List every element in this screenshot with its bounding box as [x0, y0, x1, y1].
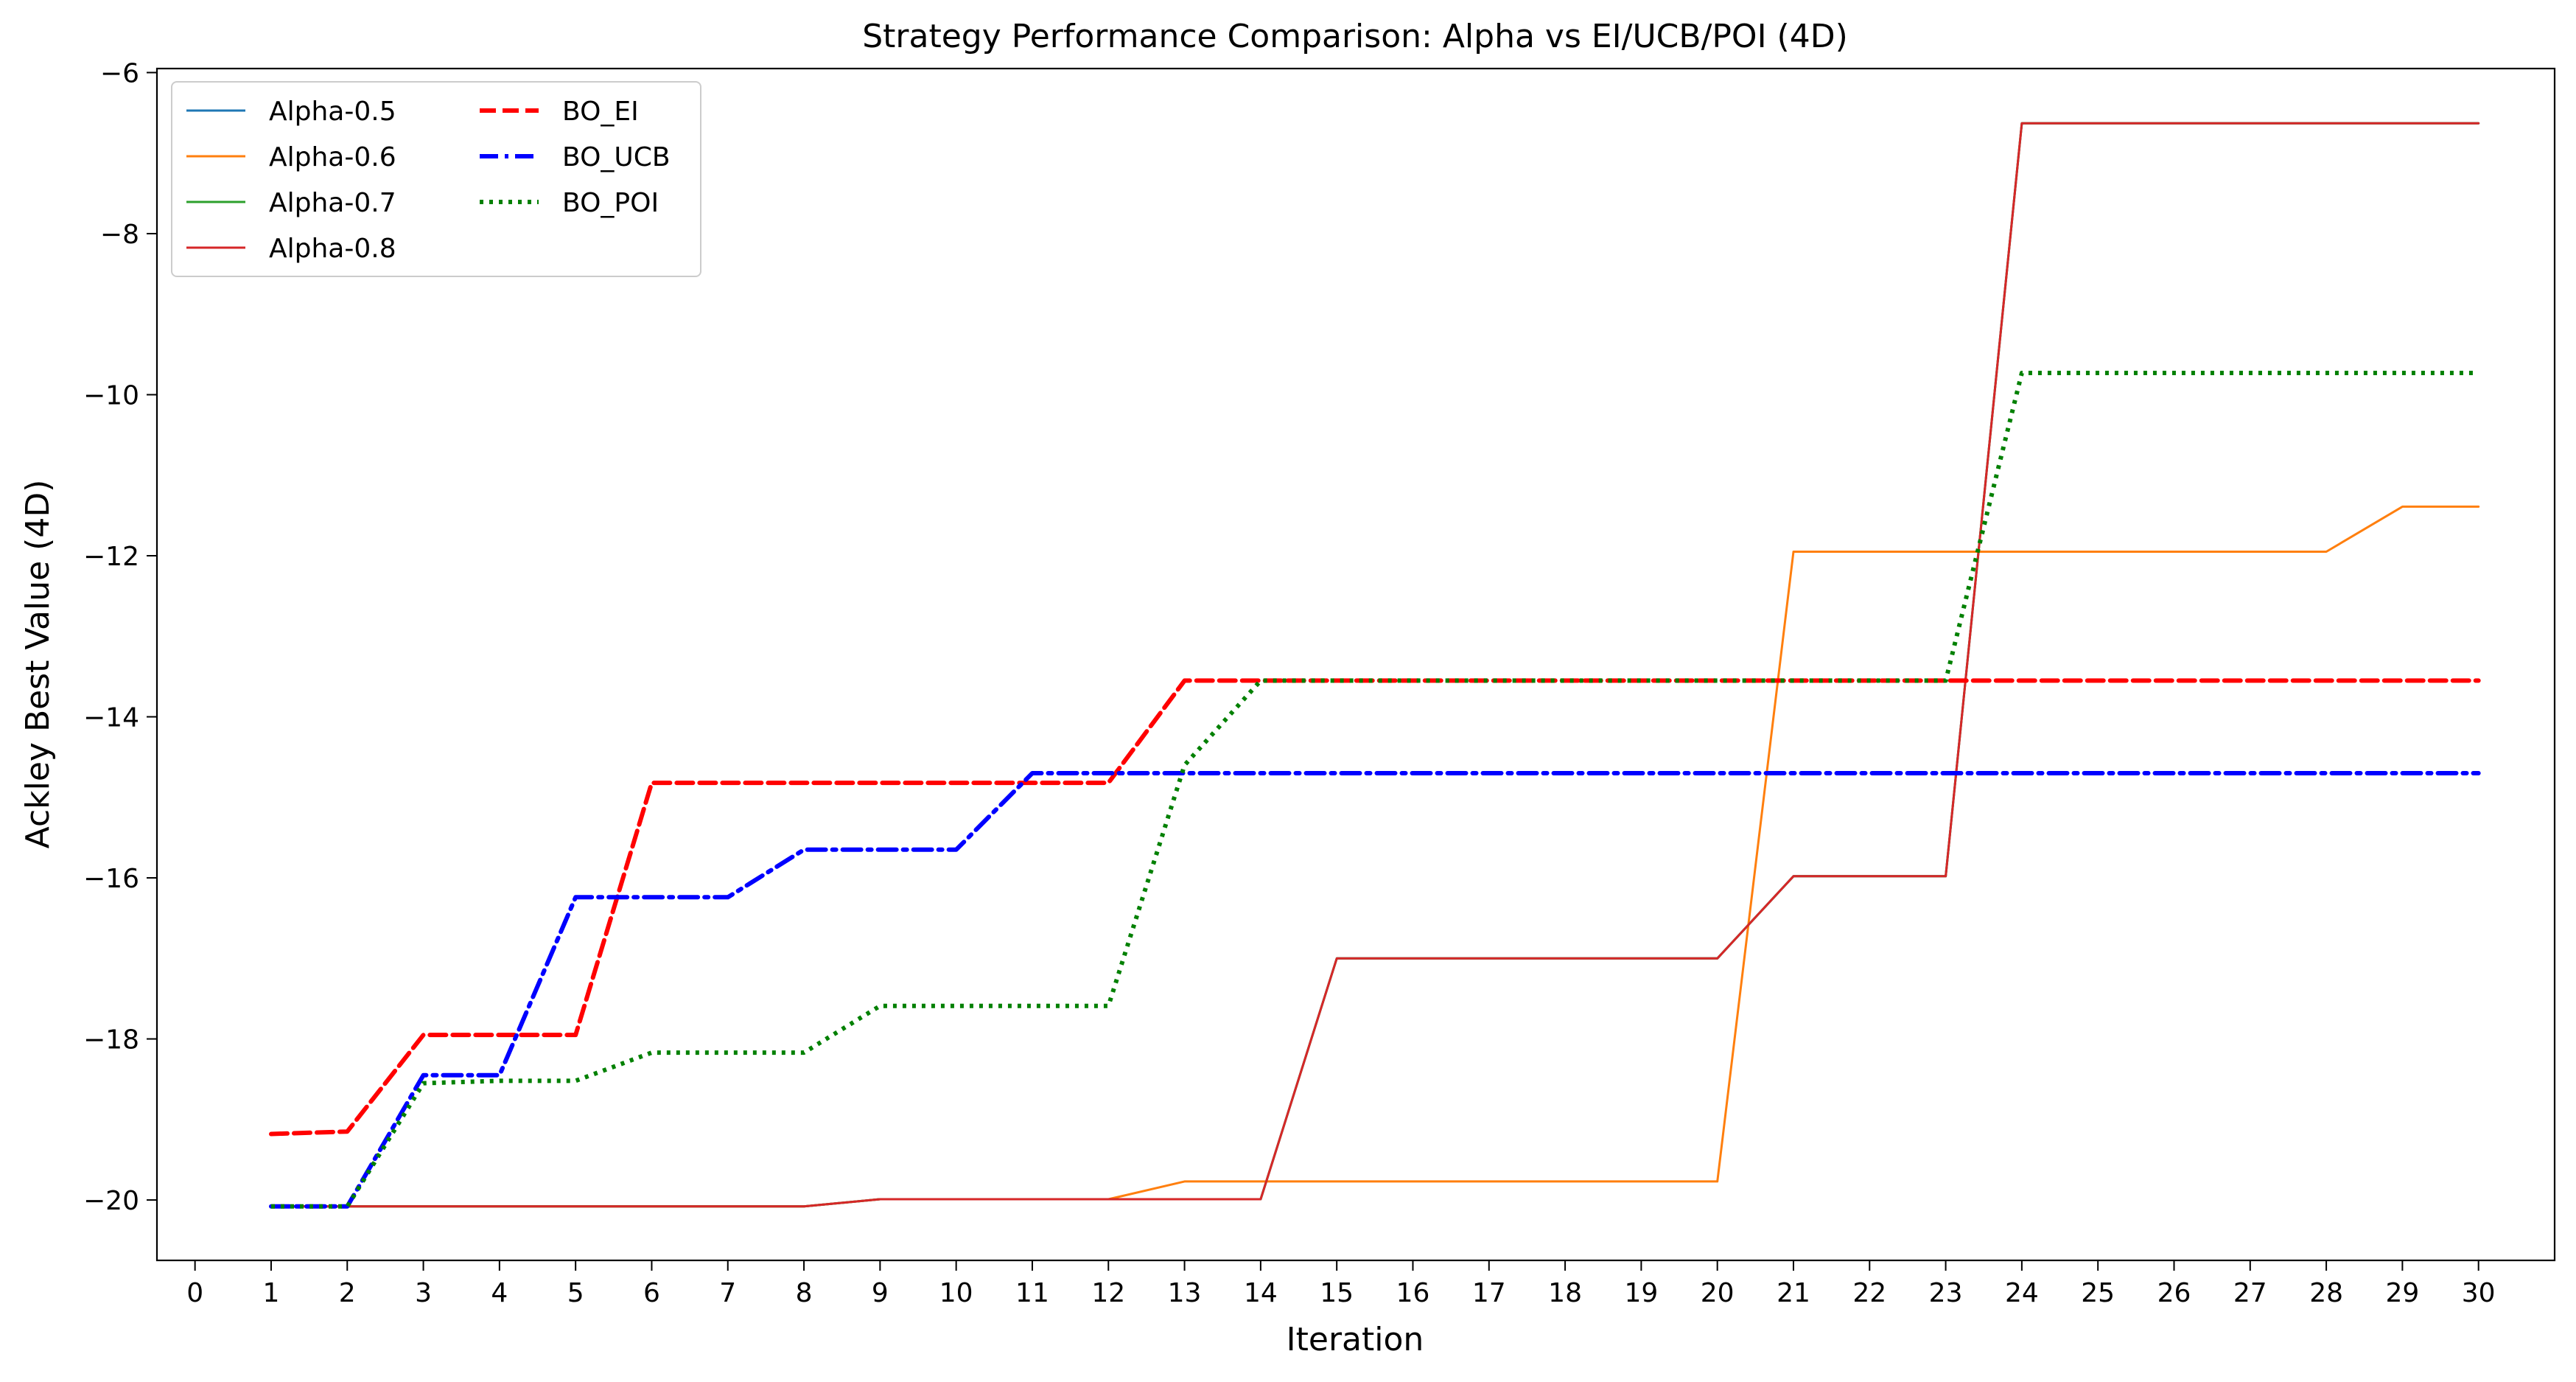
x-tick-label: 17	[1472, 1278, 1506, 1308]
x-tick-label: 6	[643, 1278, 660, 1308]
series-layer	[269, 122, 2481, 1209]
y-tick-label: −16	[83, 864, 139, 894]
y-tick-label: −14	[83, 703, 139, 733]
legend-label: Alpha-0.8	[269, 234, 396, 264]
chart-title: Strategy Performance Comparison: Alpha v…	[862, 18, 1848, 55]
x-tick-label: 15	[1320, 1278, 1354, 1308]
plot-area	[155, 67, 2556, 1262]
x-tick-label: 18	[1548, 1278, 1582, 1308]
x-tick-label: 21	[1777, 1278, 1810, 1308]
x-tick-label: 11	[1015, 1278, 1049, 1308]
x-tick-label: 23	[1929, 1278, 1963, 1308]
y-axis: −20 −18 −16 −14 −12 −10 −8 −6	[83, 58, 157, 1216]
legend-label: Alpha-0.7	[269, 188, 396, 218]
x-tick-label: 13	[1168, 1278, 1202, 1308]
series-line-bo-ei	[269, 678, 2481, 1137]
x-axis-label: Iteration	[1287, 1321, 1424, 1358]
series-line-alpha-0-8	[270, 122, 2480, 1208]
legend-label: Alpha-0.5	[269, 97, 396, 127]
y-tick-label: −18	[83, 1025, 139, 1055]
legend: Alpha-0.5 Alpha-0.6 Alpha-0.7 Alpha-0.8 BO_E…	[171, 81, 701, 277]
x-tick-label: 4	[491, 1278, 508, 1308]
x-axis: 0 1 2 3 4 5 6 7 8 9 10 11 12 13 14 15 16 17 18 19 20 21 22 23 24…	[186, 1260, 2496, 1308]
x-tick-label: 29	[2385, 1278, 2419, 1308]
x-tick-label: 30	[2462, 1278, 2496, 1308]
plot-frame	[155, 67, 2556, 1262]
y-tick-label: −8	[100, 220, 139, 250]
legend-label: Alpha-0.6	[269, 142, 396, 172]
legend-label: BO_UCB	[562, 142, 671, 172]
x-tick-label: 5	[567, 1278, 584, 1308]
x-tick-label: 9	[872, 1278, 889, 1308]
x-tick-label: 22	[1852, 1278, 1886, 1308]
x-tick-label: 25	[2081, 1278, 2115, 1308]
x-tick-label: 12	[1091, 1278, 1125, 1308]
y-tick-label: −6	[100, 58, 139, 88]
legend-box	[171, 81, 701, 277]
x-tick-label: 19	[1624, 1278, 1658, 1308]
y-tick-label: −12	[83, 542, 139, 572]
x-tick-label: 26	[2157, 1278, 2191, 1308]
x-tick-label: 7	[719, 1278, 736, 1308]
x-tick-label: 20	[1701, 1278, 1735, 1308]
y-tick-label: −20	[83, 1186, 139, 1216]
x-tick-label: 1	[262, 1278, 279, 1308]
x-tick-label: 3	[415, 1278, 432, 1308]
series-line-bo-poi	[271, 371, 2479, 1209]
x-tick-label: 2	[339, 1278, 356, 1308]
x-tick-label: 0	[186, 1278, 203, 1308]
x-tick-label: 10	[939, 1278, 973, 1308]
x-tick-label: 8	[796, 1278, 813, 1308]
y-tick-label: −10	[83, 380, 139, 411]
legend-label: BO_EI	[562, 97, 639, 127]
legend-label: BO_POI	[562, 188, 659, 218]
x-tick-label: 14	[1244, 1278, 1278, 1308]
x-tick-label: 16	[1396, 1278, 1430, 1308]
x-tick-label: 27	[2233, 1278, 2267, 1308]
y-axis-label: Ackley Best Value (4D)	[19, 480, 57, 849]
x-tick-label: 24	[2005, 1278, 2039, 1308]
series-line-bo-ucb	[269, 771, 2481, 1209]
x-tick-label: 28	[2309, 1278, 2343, 1308]
